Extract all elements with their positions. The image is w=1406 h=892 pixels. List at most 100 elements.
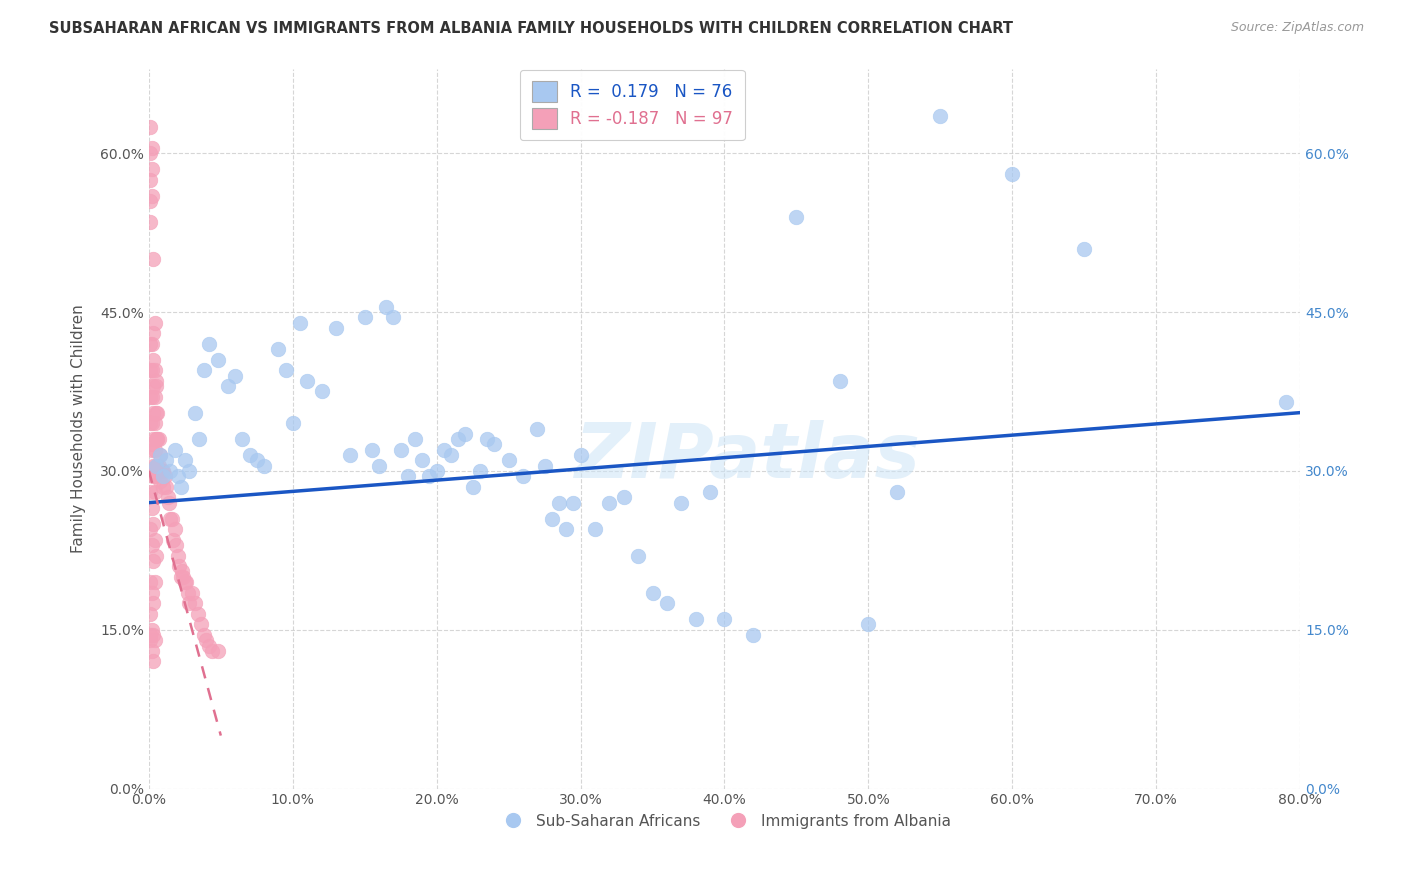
Point xyxy=(512,469,534,483)
Point xyxy=(141,500,163,515)
Point xyxy=(142,596,165,610)
Point xyxy=(141,437,163,451)
Point xyxy=(396,469,419,483)
Point xyxy=(141,141,163,155)
Point xyxy=(141,336,163,351)
Point xyxy=(156,491,179,505)
Point xyxy=(155,453,177,467)
Point xyxy=(187,607,209,621)
Point xyxy=(231,432,253,446)
Text: ZIPatlas: ZIPatlas xyxy=(575,420,921,494)
Point xyxy=(361,442,384,457)
Point xyxy=(325,321,347,335)
Point xyxy=(828,374,851,388)
Point xyxy=(433,442,456,457)
Point xyxy=(583,522,606,536)
Point xyxy=(569,448,592,462)
Point xyxy=(742,628,765,642)
Point xyxy=(598,495,620,509)
Point xyxy=(1073,242,1095,256)
Point xyxy=(375,300,398,314)
Point xyxy=(929,109,952,123)
Point xyxy=(540,511,562,525)
Point xyxy=(555,522,578,536)
Point xyxy=(157,495,180,509)
Point xyxy=(167,559,190,574)
Point xyxy=(173,453,195,467)
Point xyxy=(143,633,166,648)
Point xyxy=(142,655,165,669)
Point xyxy=(426,464,449,478)
Point xyxy=(641,585,664,599)
Point xyxy=(143,316,166,330)
Point xyxy=(418,469,440,483)
Point xyxy=(141,623,163,637)
Point xyxy=(142,379,165,393)
Point xyxy=(195,633,218,648)
Point xyxy=(281,416,304,430)
Point xyxy=(382,310,405,325)
Point xyxy=(311,384,333,399)
Text: Source: ZipAtlas.com: Source: ZipAtlas.com xyxy=(1230,21,1364,34)
Point xyxy=(139,215,162,229)
Point xyxy=(145,458,167,473)
Point xyxy=(143,485,166,500)
Point xyxy=(142,352,165,367)
Point xyxy=(526,421,548,435)
Point xyxy=(141,188,163,202)
Point xyxy=(440,448,463,462)
Point xyxy=(152,464,174,478)
Point xyxy=(655,596,678,610)
Point xyxy=(143,469,166,483)
Point xyxy=(713,612,735,626)
Point xyxy=(141,416,163,430)
Point xyxy=(139,363,162,377)
Point xyxy=(173,575,195,590)
Point xyxy=(193,628,215,642)
Point xyxy=(562,495,585,509)
Point xyxy=(1001,168,1024,182)
Point xyxy=(170,565,193,579)
Point xyxy=(184,596,207,610)
Point xyxy=(858,617,880,632)
Point xyxy=(152,480,174,494)
Point xyxy=(188,432,211,446)
Point xyxy=(142,326,165,341)
Point xyxy=(484,437,506,451)
Point xyxy=(198,336,221,351)
Point xyxy=(145,458,167,473)
Point xyxy=(274,363,297,377)
Point xyxy=(162,533,184,547)
Point xyxy=(166,469,188,483)
Point xyxy=(468,464,491,478)
Point xyxy=(139,633,162,648)
Point xyxy=(139,146,162,161)
Point xyxy=(142,406,165,420)
Point xyxy=(785,210,807,224)
Text: SUBSAHARAN AFRICAN VS IMMIGRANTS FROM ALBANIA FAMILY HOUSEHOLDS WITH CHILDREN CO: SUBSAHARAN AFRICAN VS IMMIGRANTS FROM AL… xyxy=(49,21,1014,36)
Point xyxy=(163,442,186,457)
Point xyxy=(141,585,163,599)
Point xyxy=(165,538,187,552)
Point xyxy=(141,644,163,658)
Point xyxy=(172,570,194,584)
Point xyxy=(454,426,477,441)
Point xyxy=(339,448,361,462)
Point xyxy=(475,432,498,446)
Point xyxy=(141,538,163,552)
Point xyxy=(142,628,165,642)
Point xyxy=(201,644,224,658)
Point xyxy=(246,453,269,467)
Point xyxy=(139,522,162,536)
Point xyxy=(253,458,276,473)
Point xyxy=(143,533,166,547)
Point xyxy=(142,432,165,446)
Point xyxy=(169,480,191,494)
Point xyxy=(139,607,162,621)
Point xyxy=(148,432,170,446)
Point xyxy=(181,585,204,599)
Point xyxy=(143,390,166,404)
Point xyxy=(548,495,571,509)
Point xyxy=(149,448,172,462)
Point xyxy=(143,363,166,377)
